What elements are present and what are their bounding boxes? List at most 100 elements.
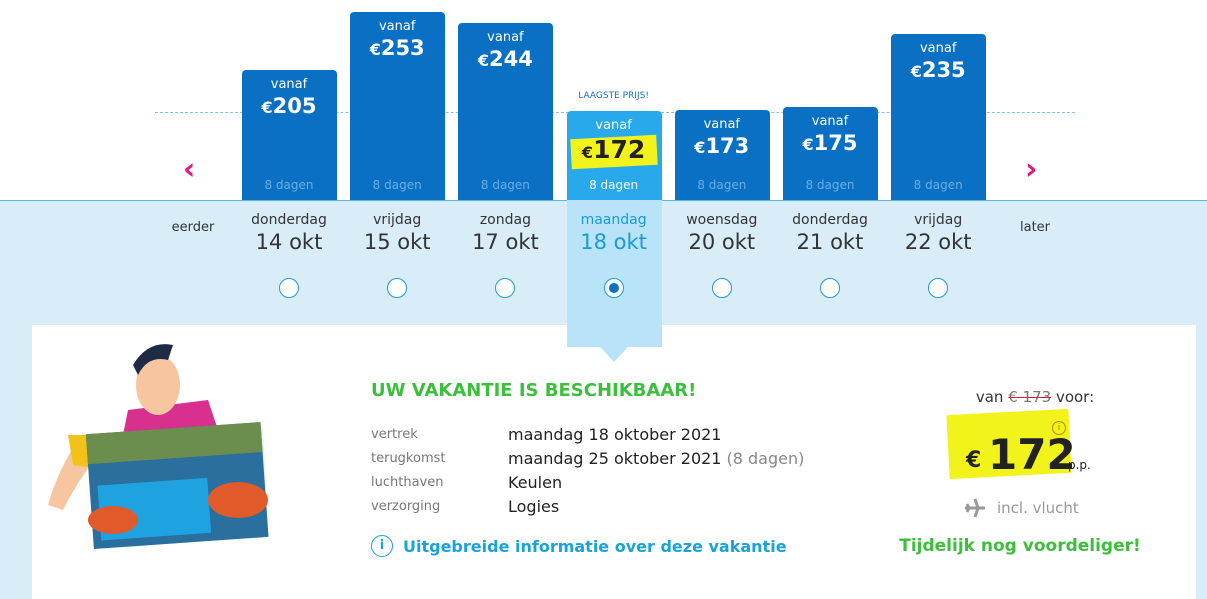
- earlier[interactable]: eerder: [171, 220, 215, 235]
- duration: 8 dagen: [589, 177, 639, 192]
- from-label: vanaf: [919, 40, 957, 56]
- detail-label: verzorging: [371, 499, 441, 514]
- currency: €: [581, 142, 594, 162]
- value: maandag 25 oktober 2021: [508, 449, 722, 468]
- bar-price: €253: [370, 36, 425, 60]
- bar-price: €235: [911, 58, 966, 82]
- details-title: UW VAKANTIE IS BESCHIKBAAR!: [371, 380, 697, 401]
- price: 244: [489, 46, 533, 71]
- date: 21 okt: [796, 230, 864, 254]
- lowest-label: LAAGSTE PRIJS!: [578, 90, 649, 101]
- info-icon: i: [371, 535, 393, 557]
- from-label: vanaf: [270, 77, 308, 93]
- detail-value: maandag 25 oktober 2021 (8 dagen): [508, 449, 804, 468]
- price: 235: [921, 57, 966, 82]
- from-label: vanaf: [811, 114, 849, 130]
- old-price: € 173: [1008, 388, 1052, 406]
- duration: 8 dagen: [372, 177, 422, 192]
- date-radio[interactable]: [820, 278, 840, 298]
- currency: €: [910, 61, 922, 81]
- date: 14 okt: [255, 230, 323, 254]
- bar-price: €173: [694, 134, 749, 158]
- flight-included: incl. vlucht: [997, 499, 1079, 517]
- promo: Tijdelijk nog voordeliger!: [899, 536, 1141, 556]
- from-label: vanaf: [378, 18, 416, 34]
- detail-label: vertrek: [371, 427, 418, 442]
- duration: 8 dagen: [264, 177, 314, 192]
- note: (8 dagen): [726, 449, 805, 468]
- value: Keulen: [508, 473, 563, 492]
- date-radio[interactable]: [603, 278, 624, 298]
- currency: €: [261, 98, 273, 118]
- weekday: donderdag: [792, 212, 868, 228]
- from-label: vanaf: [595, 117, 632, 133]
- date: 15 okt: [363, 230, 431, 254]
- per-person: p.p.: [1068, 458, 1091, 472]
- selected-pointer: [599, 347, 628, 362]
- currency: €: [694, 137, 706, 157]
- duration: 8 dagen: [480, 177, 530, 192]
- duration: 8 dagen: [697, 177, 747, 192]
- price: 253: [380, 35, 425, 60]
- date-radio[interactable]: [495, 278, 516, 298]
- date-radio[interactable]: [279, 278, 299, 298]
- date: 18 okt: [580, 230, 647, 254]
- price-bar[interactable]: vanaf €253 8 dagen: [350, 11, 446, 200]
- price: 175: [813, 131, 858, 156]
- bar-price: €172: [582, 135, 645, 164]
- from-label: vanaf: [487, 29, 524, 45]
- currency: €: [802, 135, 814, 155]
- detail-value: maandag 18 oktober 2021: [508, 425, 721, 444]
- detail-value: Keulen: [508, 473, 562, 492]
- illustration: [48, 344, 269, 550]
- from-label: vanaf: [703, 116, 741, 132]
- bar-price: €244: [478, 47, 533, 71]
- detail-label: terugkomst: [371, 451, 446, 466]
- weekday: vrijdag: [914, 212, 963, 228]
- price-bar[interactable]: vanaf €205 8 dagen: [242, 70, 337, 200]
- next-arrow[interactable]: ›: [1025, 152, 1038, 187]
- date: 22 okt: [904, 230, 972, 254]
- date: 20 okt: [688, 230, 756, 254]
- detail-value: Logies: [508, 497, 559, 516]
- weekday: donderdag: [251, 212, 327, 228]
- weekday: vrijdag: [373, 212, 422, 228]
- value: Logies: [508, 497, 560, 516]
- price-bar[interactable]: vanaf €235 8 dagen: [891, 33, 987, 200]
- for-text: voor:: [1055, 388, 1095, 406]
- price-bar[interactable]: vanaf €173 8 dagen: [674, 109, 770, 200]
- price-info-icon[interactable]: i: [1052, 421, 1066, 435]
- price-bar[interactable]: vanaf €172 8 dagen: [566, 110, 662, 200]
- price: 172: [988, 430, 1076, 479]
- bar-price: €175: [803, 131, 858, 155]
- duration: 8 dagen: [805, 177, 855, 192]
- weekday: maandag: [580, 212, 647, 228]
- duration: 8 dagen: [913, 177, 963, 192]
- plane-icon: [965, 498, 985, 518]
- prev-arrow[interactable]: ‹: [183, 152, 196, 187]
- price: 172: [593, 134, 646, 164]
- detail-label: luchthaven: [371, 475, 444, 490]
- from-text: van: [975, 388, 1004, 406]
- currency: €: [369, 39, 381, 59]
- later[interactable]: later: [1019, 220, 1051, 235]
- date-radio[interactable]: [711, 278, 732, 298]
- currency: €: [477, 50, 490, 70]
- price-currency: €: [966, 448, 982, 473]
- price: 205: [272, 94, 317, 119]
- value: maandag 18 oktober 2021: [508, 425, 722, 444]
- radio-dot: [608, 283, 619, 293]
- bar-price: €205: [262, 94, 317, 118]
- weekday: zondag: [479, 212, 531, 228]
- price-bar[interactable]: vanaf €175 8 dagen: [783, 107, 878, 200]
- old-price-line: van € 173 voor:: [976, 388, 1094, 406]
- date: 17 okt: [472, 230, 539, 254]
- date-radio[interactable]: [387, 278, 408, 298]
- weekday: woensdag: [686, 212, 758, 228]
- price-bar[interactable]: vanaf €244 8 dagen: [458, 22, 554, 200]
- date-radio[interactable]: [928, 278, 949, 298]
- info-link[interactable]: Uitgebreide informatie over deze vakanti…: [403, 537, 787, 556]
- price: 173: [705, 133, 750, 158]
- selected-panel: [566, 200, 662, 347]
